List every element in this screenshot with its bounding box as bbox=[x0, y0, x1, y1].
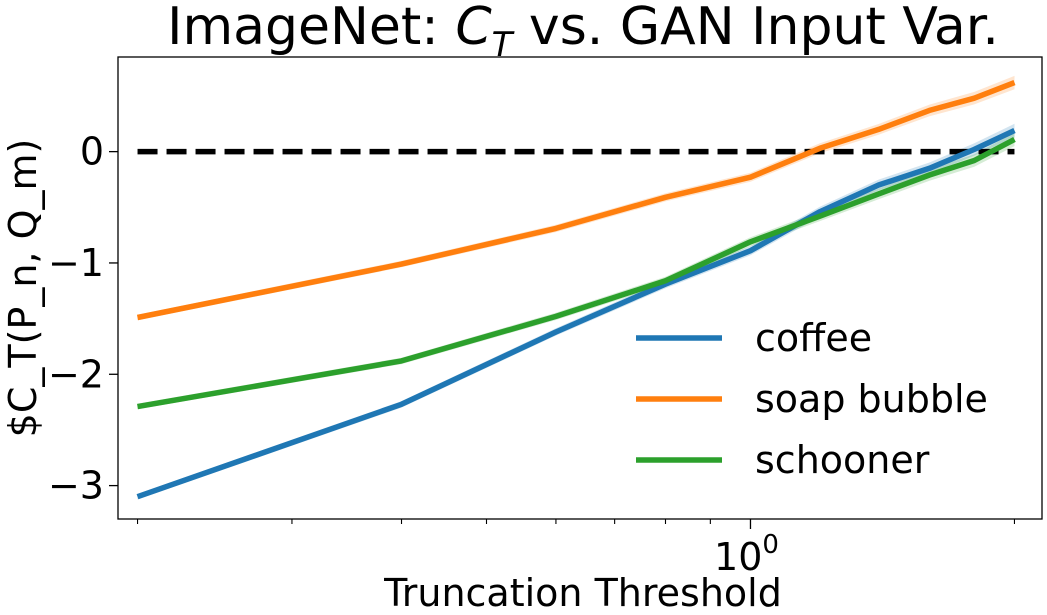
y-tick-label-1: −1 bbox=[48, 241, 104, 285]
y-tick-label-2: −2 bbox=[48, 352, 104, 396]
y-tick-label-3: −3 bbox=[48, 464, 104, 508]
chart-title-prefix: ImageNet: bbox=[167, 0, 455, 57]
legend-label-1: soap bubble bbox=[755, 377, 988, 421]
y-axis-ticks: 0 −1 −2 −3 bbox=[48, 130, 118, 508]
band-2 bbox=[137, 132, 1015, 410]
plot-frame bbox=[117, 56, 1043, 520]
chart-title: ImageNet: CT vs. GAN Input Var. bbox=[167, 0, 999, 65]
chart-title-subscript: T bbox=[492, 25, 515, 65]
confidence-bands bbox=[137, 75, 1015, 500]
legend: coffee soap bubble schooner bbox=[636, 316, 988, 482]
band-1 bbox=[137, 75, 1015, 321]
y-tick-label-0: 0 bbox=[80, 130, 104, 174]
x-axis-label: Truncation Threshold bbox=[383, 571, 782, 615]
legend-label-0: coffee bbox=[755, 316, 872, 360]
series-line-2 bbox=[137, 136, 1016, 410]
series-line-1 bbox=[136, 80, 1016, 321]
series-lines bbox=[136, 80, 1016, 500]
x-tick-label-0: 100 bbox=[714, 530, 779, 579]
chart-title-suffix: vs. GAN Input Var. bbox=[512, 0, 998, 57]
x-axis-ticks: 100 bbox=[136, 519, 1016, 579]
plot-area bbox=[136, 75, 1016, 500]
legend-label-2: schooner bbox=[755, 438, 930, 482]
chart-title-symbol: C bbox=[455, 0, 492, 57]
y-axis-label: $C_T(P_n, Q_m) bbox=[1, 139, 45, 438]
